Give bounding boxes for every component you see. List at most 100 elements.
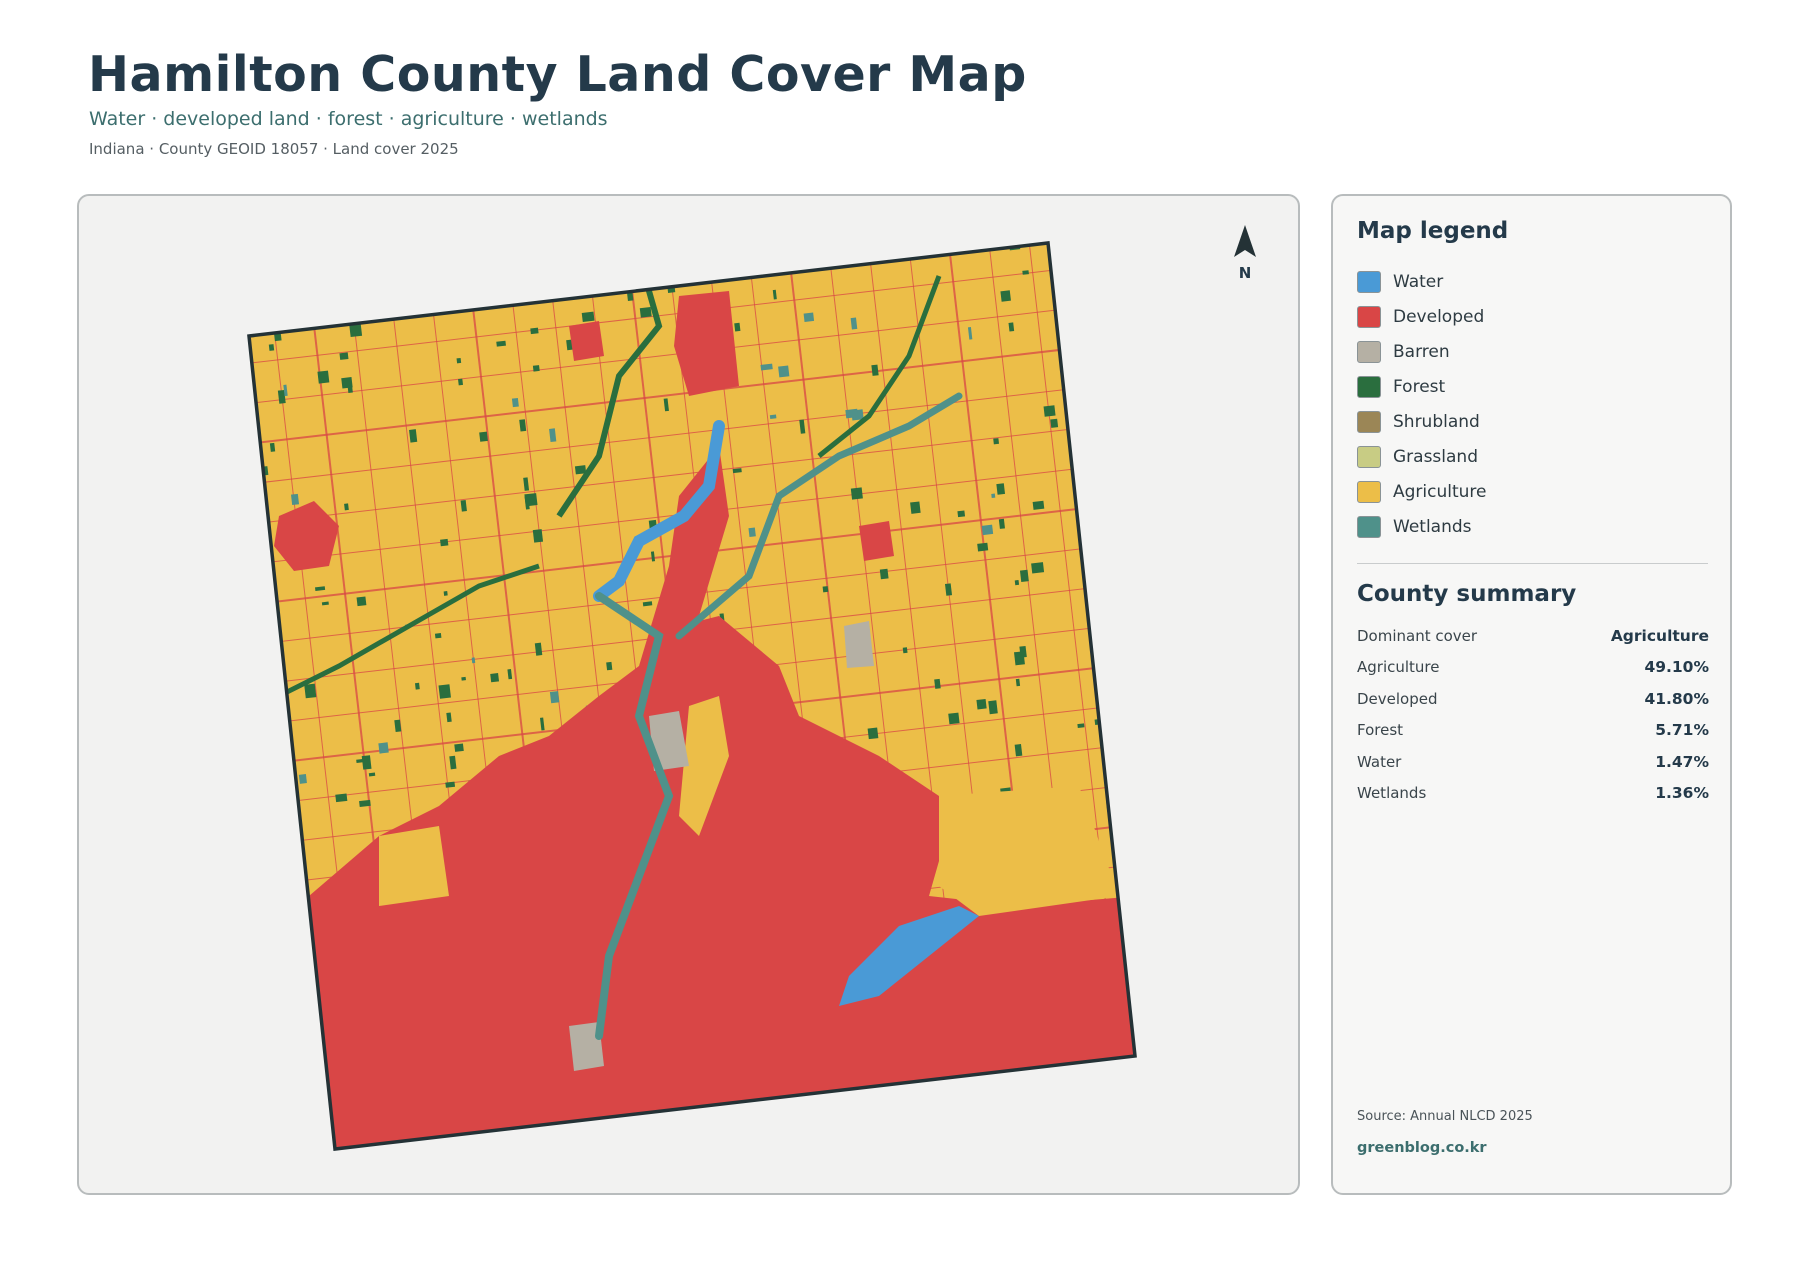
agriculture-island-3: [379, 826, 449, 906]
forest-patch: [335, 292, 345, 298]
forest-patch: [269, 442, 276, 452]
summary-key: Dominant cover: [1357, 626, 1478, 645]
forest-patch: [446, 712, 452, 723]
legend-label-forest: Forest: [1393, 376, 1446, 397]
summary-row-wetlands: Wetlands 1.36%: [1357, 778, 1709, 810]
legend-item-wetlands: Wetlands: [1357, 509, 1487, 544]
legend-swatch-forest: [1357, 375, 1381, 398]
forest-patch: [1065, 217, 1069, 223]
forest-patch: [440, 538, 449, 547]
forest-patch: [304, 683, 317, 699]
legend-item-agriculture: Agriculture: [1357, 474, 1487, 509]
developed-urban-area: [249, 616, 1135, 1149]
forest-patch: [850, 317, 858, 330]
forest-patch: [1013, 651, 1025, 666]
forest-patch: [539, 717, 545, 731]
forest-patch: [663, 398, 669, 412]
forest-patch: [532, 365, 540, 372]
forest-patch: [642, 601, 653, 607]
forest-patch: [993, 438, 1000, 445]
stream-north-2: [817, 275, 942, 458]
legend-label-grassland: Grassland: [1393, 446, 1478, 467]
legend-swatch-agriculture: [1357, 480, 1381, 503]
road-line: [249, 254, 261, 1149]
summary-value: 1.36%: [1655, 784, 1709, 803]
summary-key: Wetlands: [1357, 784, 1427, 803]
forest-patch: [1036, 216, 1044, 226]
forest-patch: [957, 510, 966, 518]
forest-patch: [1043, 405, 1056, 417]
forest-patch: [977, 542, 989, 552]
forest-patch: [991, 493, 996, 499]
summary-value: 1.47%: [1655, 752, 1709, 771]
forest-patch: [445, 781, 456, 788]
forest-patch: [998, 518, 1005, 529]
page-meta: Indiana · County GEOID 18057 · Land cove…: [89, 140, 459, 158]
forest-patch: [249, 647, 262, 662]
forest-patch: [803, 312, 815, 322]
legend-item-forest: Forest: [1357, 369, 1487, 404]
forest-patch: [677, 268, 685, 276]
forest-patch: [626, 277, 636, 289]
water-lake-south: [839, 906, 979, 1006]
forest-patch: [910, 501, 921, 514]
summary-title: County summary: [1357, 581, 1577, 607]
forest-patch: [1050, 418, 1059, 428]
forest-patch: [534, 642, 543, 656]
county-map[interactable]: [79, 196, 1300, 1195]
forest-patch: [822, 586, 829, 593]
summary-key: Developed: [1357, 689, 1438, 708]
forest-patch: [268, 344, 275, 351]
forest-patch: [454, 743, 464, 752]
forest-patch: [772, 289, 777, 300]
legend-item-grassland: Grassland: [1357, 439, 1487, 474]
forest-patch: [523, 477, 530, 491]
forest-patch: [606, 661, 613, 671]
side-panel: Map legend Water Developed Barren Forest…: [1331, 194, 1732, 1195]
forest-patch: [277, 389, 286, 404]
forest-patch: [349, 322, 363, 338]
stream-west: [277, 563, 540, 699]
legend-swatch-grassland: [1357, 445, 1381, 468]
summary-row-developed: Developed 41.80%: [1357, 683, 1709, 715]
forest-patch: [734, 322, 741, 332]
forest-patch: [732, 468, 742, 474]
forest-patch: [479, 431, 488, 442]
forest-patch: [549, 428, 557, 442]
legend-item-water: Water: [1357, 264, 1487, 299]
county-boundary: [247, 241, 1137, 1151]
forest-patch: [1048, 213, 1053, 223]
forest-patch: [490, 673, 500, 683]
legend-label-developed: Developed: [1393, 306, 1485, 327]
barren-area-3: [844, 621, 874, 668]
forest-patch: [290, 493, 300, 505]
forest-patch: [298, 774, 307, 784]
forest-patch: [471, 657, 476, 664]
forest-patch: [519, 419, 527, 432]
north-arrow: N: [1230, 223, 1260, 282]
forest-patch: [456, 357, 462, 364]
developed-town-north: [569, 321, 604, 361]
forest-patch: [378, 742, 389, 754]
forest-patch: [335, 793, 348, 803]
legend-item-shrubland: Shrubland: [1357, 404, 1487, 439]
forest-patch: [871, 364, 879, 376]
forest-patch: [626, 291, 634, 301]
river-east-branch: [675, 392, 963, 640]
forest-patch: [748, 527, 756, 538]
site-link[interactable]: greenblog.co.kr: [1357, 1140, 1487, 1156]
summary-row-dominant: Dominant cover Agriculture: [1357, 620, 1709, 652]
forest-patch: [1077, 723, 1085, 728]
forest-patch: [524, 493, 538, 507]
forest-patch: [967, 327, 973, 340]
forest-patch: [317, 370, 330, 384]
developed-town-west: [274, 501, 339, 571]
forest-patch: [976, 698, 987, 710]
forest-patch: [1000, 290, 1011, 302]
legend-swatch-wetlands: [1357, 515, 1381, 538]
developed-north-strip: [674, 291, 739, 396]
forest-patch: [1070, 377, 1076, 390]
map-panel[interactable]: [77, 194, 1300, 1195]
river-reservoir: [593, 420, 725, 602]
panel-divider: [1357, 563, 1708, 564]
